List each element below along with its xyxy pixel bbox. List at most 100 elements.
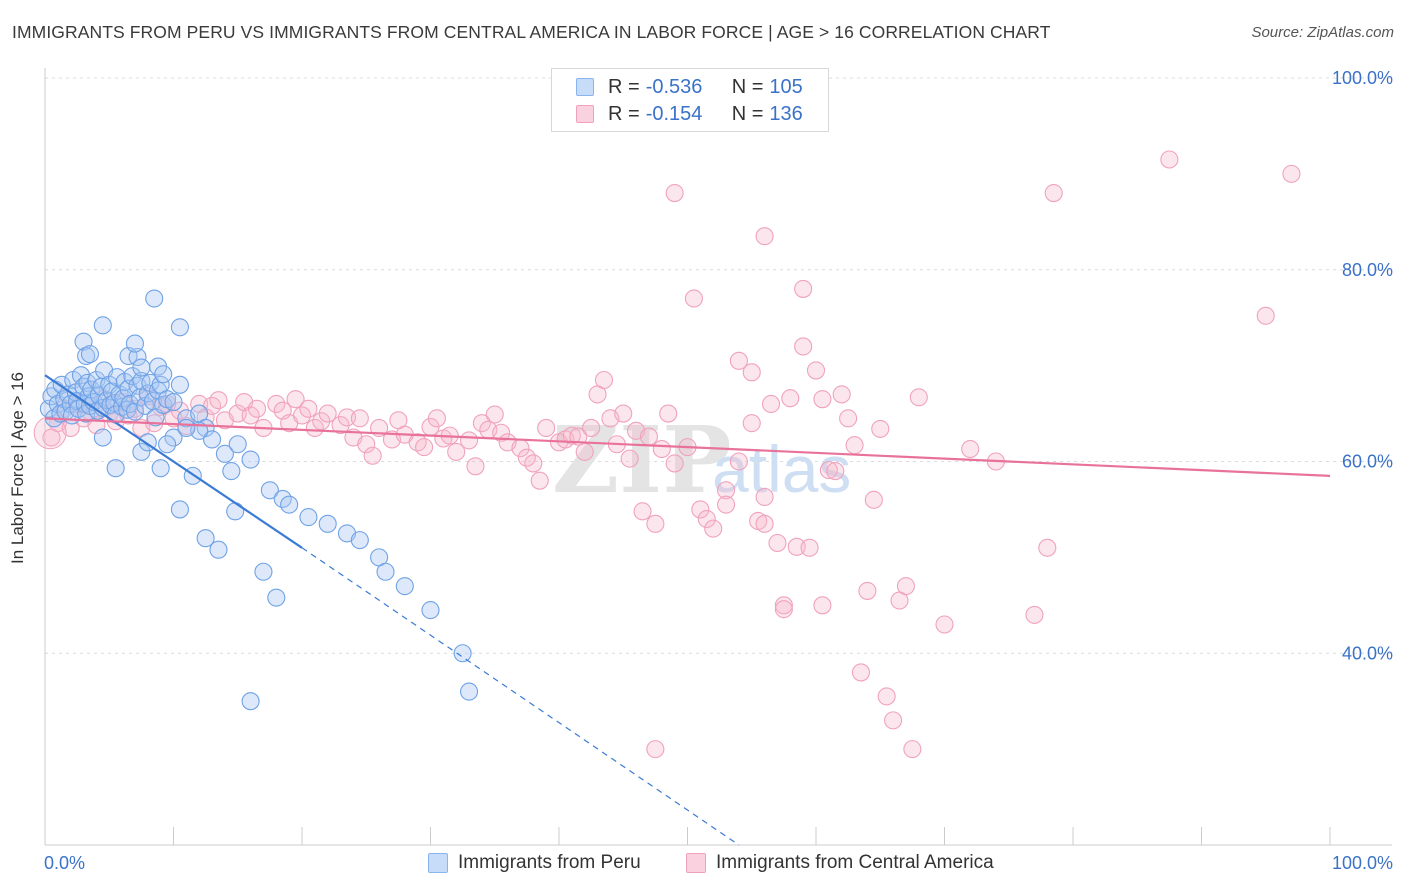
point-peru <box>164 393 183 412</box>
point-central-america <box>794 279 813 298</box>
point-peru <box>226 502 245 521</box>
point-peru <box>267 588 286 607</box>
point-central-america <box>832 385 851 404</box>
point-central-america <box>909 388 928 407</box>
point-central-america <box>1256 306 1275 325</box>
point-peru <box>376 562 395 581</box>
point-peru <box>145 289 164 308</box>
point-central-america <box>704 519 723 538</box>
point-central-america <box>1160 150 1179 169</box>
point-central-america <box>646 514 665 533</box>
chart-title: IMMIGRANTS FROM PERU VS IMMIGRANTS FROM … <box>12 22 1051 42</box>
point-peru <box>132 358 151 377</box>
point-central-america <box>247 399 267 418</box>
source-label: Source: ZipAtlas.com <box>1251 24 1394 41</box>
point-central-america <box>845 436 864 455</box>
point-central-america <box>935 615 954 634</box>
point-peru <box>254 562 273 581</box>
point-central-america <box>620 449 639 468</box>
x-tick-label-min: 0.0% <box>44 853 85 873</box>
point-central-america <box>884 711 903 730</box>
point-central-america <box>614 404 633 423</box>
point-peru <box>280 495 299 514</box>
legend-n-value-central: 136 <box>769 102 803 125</box>
point-central-america <box>896 577 916 596</box>
point-central-america <box>871 419 890 438</box>
point-peru <box>128 347 147 367</box>
point-central-america <box>806 361 826 380</box>
point-central-america <box>652 439 671 459</box>
point-central-america <box>826 462 845 481</box>
point-peru <box>158 435 177 454</box>
point-peru <box>170 500 189 519</box>
point-peru <box>170 375 189 394</box>
point-central-america <box>665 184 684 203</box>
x-tick-label-max: 100.0% <box>1332 853 1393 873</box>
point-peru <box>164 428 183 447</box>
bottom-legend-label-peru: Immigrants from Peru <box>458 852 641 873</box>
point-central-america <box>761 394 781 414</box>
point-central-america <box>1038 538 1057 557</box>
point-peru <box>209 540 228 559</box>
point-central-america <box>594 370 614 390</box>
point-central-america <box>903 740 922 759</box>
point-peru <box>154 365 173 384</box>
point-central-america <box>742 363 761 382</box>
legend-n-label: N = <box>731 102 764 125</box>
point-peru <box>241 692 260 711</box>
point-central-america <box>877 687 896 706</box>
point-central-america <box>1044 184 1063 203</box>
point-central-america <box>684 289 703 308</box>
point-peru <box>93 316 112 335</box>
legend-swatch-central <box>576 105 594 123</box>
point-peru <box>350 531 369 550</box>
bottom-legend-swatch-peru <box>428 853 448 873</box>
point-central-america <box>472 414 491 433</box>
point-central-america <box>787 537 806 556</box>
point-peru <box>299 508 318 527</box>
y-tick-label: 40.0% <box>1342 643 1393 663</box>
point-central-america <box>781 389 800 408</box>
point-central-america <box>1025 605 1044 624</box>
point-central-america <box>768 533 787 553</box>
point-central-america <box>209 391 228 410</box>
point-central-america <box>755 487 774 507</box>
point-peru <box>453 644 472 663</box>
point-peru <box>228 435 247 454</box>
trend-line-central-america <box>44 417 1331 477</box>
point-central-america <box>524 454 543 473</box>
point-central-america <box>646 740 665 759</box>
point-central-america <box>350 409 369 428</box>
trend-lines <box>44 374 1331 846</box>
point-peru <box>203 430 222 449</box>
tick-labels: 40.0% 60.0% 80.0% 100.0% 0.0% 100.0% <box>44 68 1393 873</box>
point-peru <box>151 459 170 478</box>
point-central-america <box>305 418 324 437</box>
point-peru <box>125 402 144 421</box>
point-peru <box>318 514 337 533</box>
point-central-america <box>331 416 350 435</box>
point-peru <box>459 682 479 701</box>
y-tick-label: 100.0% <box>1332 68 1393 88</box>
bottom-legend-peru: Immigrants from Peru <box>428 852 641 874</box>
point-peru <box>196 529 215 548</box>
point-central-america <box>659 404 678 423</box>
point-central-america <box>755 227 774 246</box>
point-central-america <box>492 423 511 442</box>
point-central-america <box>569 427 588 446</box>
legend-row-peru: R = -0.536 N = 105 <box>576 75 803 99</box>
point-central-america <box>337 408 357 427</box>
axes <box>44 68 1392 846</box>
point-central-america <box>813 596 832 615</box>
bottom-legend-swatch-central <box>686 853 706 873</box>
point-peru <box>93 428 112 447</box>
point-peru <box>260 481 279 500</box>
point-peru <box>241 450 260 469</box>
legend-row-central: R = -0.154 N = 136 <box>576 102 803 126</box>
legend-r-value-central: -0.154 <box>645 102 703 125</box>
legend-r-label: R = <box>608 75 640 98</box>
point-central-america <box>459 431 479 450</box>
point-central-america <box>858 581 877 600</box>
point-peru <box>106 459 125 478</box>
